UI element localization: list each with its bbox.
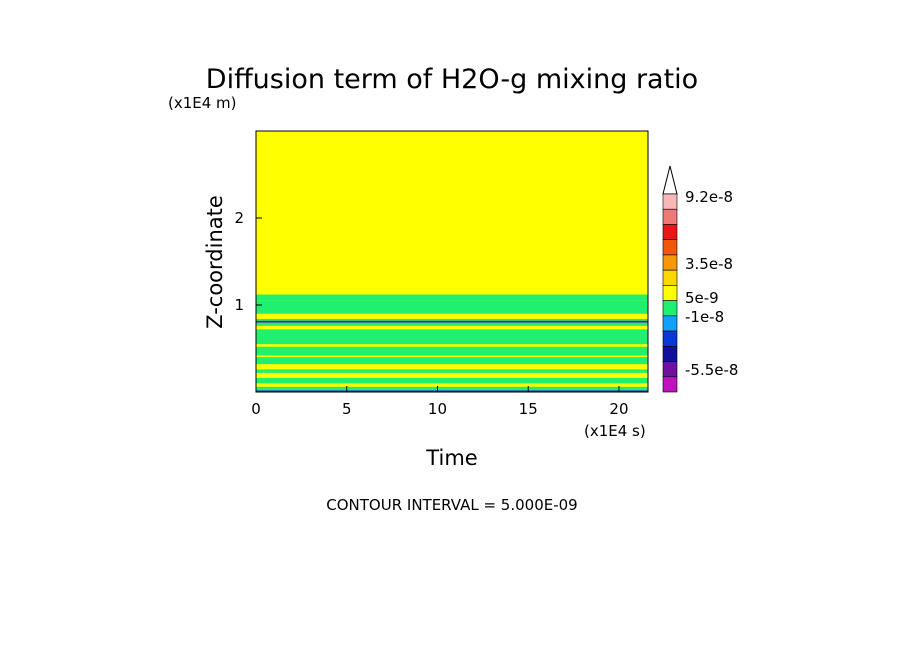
plot-frame xyxy=(255,130,649,393)
y-unit-label: (x1E4 m) xyxy=(168,94,237,112)
heatmap-band-10 xyxy=(256,318,648,321)
colorbar-swatch-6 xyxy=(662,269,678,286)
colorbar-label-2: 5e-9 xyxy=(685,289,719,307)
heatmap-band-7 xyxy=(256,322,648,326)
heatmap-band-6 xyxy=(256,329,648,345)
colorbar-swatch-3 xyxy=(662,224,678,240)
colorbar-label-3: -1e-8 xyxy=(685,308,724,326)
heatmap-band-1 xyxy=(256,386,648,391)
heatmap-band-12 xyxy=(256,294,648,301)
heatmap-band-4 xyxy=(256,357,648,365)
colorbar-label-0: 9.2e-8 xyxy=(685,188,733,206)
heatmap-band-3 xyxy=(256,369,648,373)
x-tick-label-5: 5 xyxy=(342,400,352,418)
x-tick-label-0: 0 xyxy=(251,400,261,418)
colorbar-swatch-2 xyxy=(662,208,678,225)
colorbar-swatch-10 xyxy=(662,330,678,347)
colorbar-swatch-9 xyxy=(662,315,678,332)
heatmap-band-5 xyxy=(256,346,648,356)
colorbar-swatch-11 xyxy=(662,346,678,362)
axis-ticks: 0 5 10 15 20 1 2 xyxy=(234,209,628,418)
colorbar-swatch-7 xyxy=(662,285,678,301)
chart-title: Diffusion term of H2O-g mixing ratio xyxy=(206,64,698,95)
plot-area xyxy=(255,130,649,393)
y-tick-label-2: 2 xyxy=(234,209,244,227)
heatmap-band-8 xyxy=(256,321,648,323)
colorbar-swatch-1 xyxy=(662,193,678,210)
colorbar-swatch-13 xyxy=(662,376,678,393)
colorbar-top-arrow xyxy=(662,165,678,195)
x-axis-label: Time xyxy=(425,446,477,470)
colorbar-swatch-12 xyxy=(662,361,678,378)
colorbar-swatch-5 xyxy=(662,254,678,271)
heatmap-band-9 xyxy=(256,320,648,322)
x-tick-label-15: 15 xyxy=(519,400,538,418)
x-unit-label: (x1E4 s) xyxy=(584,422,646,440)
colorbar-swatch-4 xyxy=(662,239,678,256)
x-tick-label-20: 20 xyxy=(609,400,628,418)
colorbar: 9.2e-8 3.5e-8 5e-9-1e-8 -5.5e-8 xyxy=(662,165,738,393)
heatmap-band-0 xyxy=(256,390,648,392)
colorbar-label-1: 3.5e-8 xyxy=(685,255,733,273)
x-tick-label-10: 10 xyxy=(428,400,447,418)
colorbar-swatch-8 xyxy=(662,300,678,317)
y-tick-label-1: 1 xyxy=(234,296,244,314)
contour-interval-note: CONTOUR INTERVAL = 5.000E-09 xyxy=(326,496,577,514)
y-axis-label: Z-coordinate xyxy=(203,195,227,329)
colorbar-label-4: -5.5e-8 xyxy=(685,361,738,379)
heatmap-band-2 xyxy=(256,378,648,384)
heatmap-band-11 xyxy=(256,300,648,314)
